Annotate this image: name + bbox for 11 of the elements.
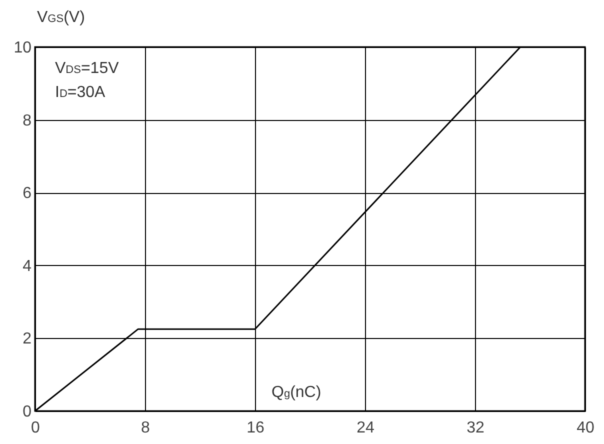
x-tick-label: 32 [466,420,484,436]
x-tick-label: 24 [356,420,374,436]
y-tick-label: 4 [22,258,32,275]
y-tick-label: 8 [22,112,32,130]
x-tick-label: 40 [576,420,594,436]
x-tick-label: 8 [141,420,150,436]
x-tick-label: 16 [246,420,264,436]
y-tick-label: 10 [14,40,32,56]
y-tick-label: 6 [22,185,32,202]
y-tick-label: 2 [22,330,32,348]
y-tick-label: 0 [22,404,32,420]
